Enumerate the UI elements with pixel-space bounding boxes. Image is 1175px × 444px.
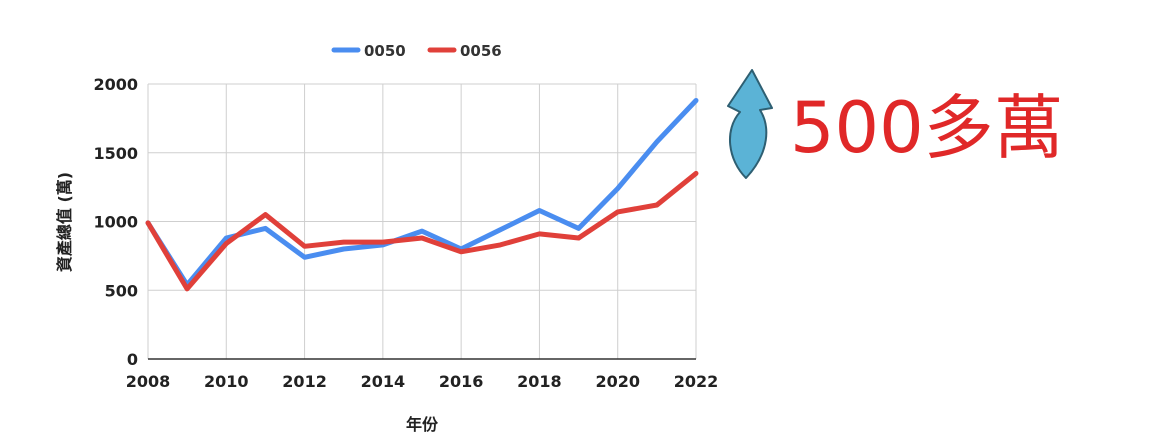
series-lines bbox=[145, 98, 699, 292]
gridlines bbox=[147, 83, 697, 360]
x-tick-label: 2016 bbox=[439, 372, 484, 391]
legend-label-0050: 0050 bbox=[364, 42, 406, 60]
series-line-0050 bbox=[145, 98, 699, 288]
y-tick-labels: 0 500 1000 1500 2000 bbox=[93, 75, 138, 369]
y-tick-label: 500 bbox=[105, 281, 138, 300]
y-axis-title: 資產總值 (萬) bbox=[55, 172, 74, 272]
up-arrow-icon bbox=[727, 69, 773, 179]
x-tick-label: 2020 bbox=[595, 372, 640, 391]
series-line-0056 bbox=[145, 170, 699, 292]
x-tick-label: 2012 bbox=[282, 372, 327, 391]
annotation-text: 500多萬 bbox=[790, 87, 1064, 169]
y-tick-label: 1000 bbox=[93, 213, 138, 232]
x-tick-label: 2018 bbox=[517, 372, 562, 391]
y-tick-label: 1500 bbox=[93, 144, 138, 163]
annotation: 500多萬 bbox=[727, 69, 1064, 179]
legend-label-0056: 0056 bbox=[460, 42, 502, 60]
y-tick-label: 0 bbox=[127, 350, 138, 369]
x-tick-label: 2014 bbox=[361, 372, 406, 391]
legend: 0050 0056 bbox=[331, 42, 502, 60]
x-axis-title: 年份 bbox=[406, 415, 439, 434]
x-tick-label: 2008 bbox=[126, 372, 171, 391]
y-tick-label: 2000 bbox=[93, 75, 138, 94]
x-tick-label: 2010 bbox=[204, 372, 249, 391]
x-tick-labels: 2008 2010 2012 2014 2016 2018 2020 2022 bbox=[126, 372, 719, 391]
x-tick-label: 2022 bbox=[674, 372, 719, 391]
